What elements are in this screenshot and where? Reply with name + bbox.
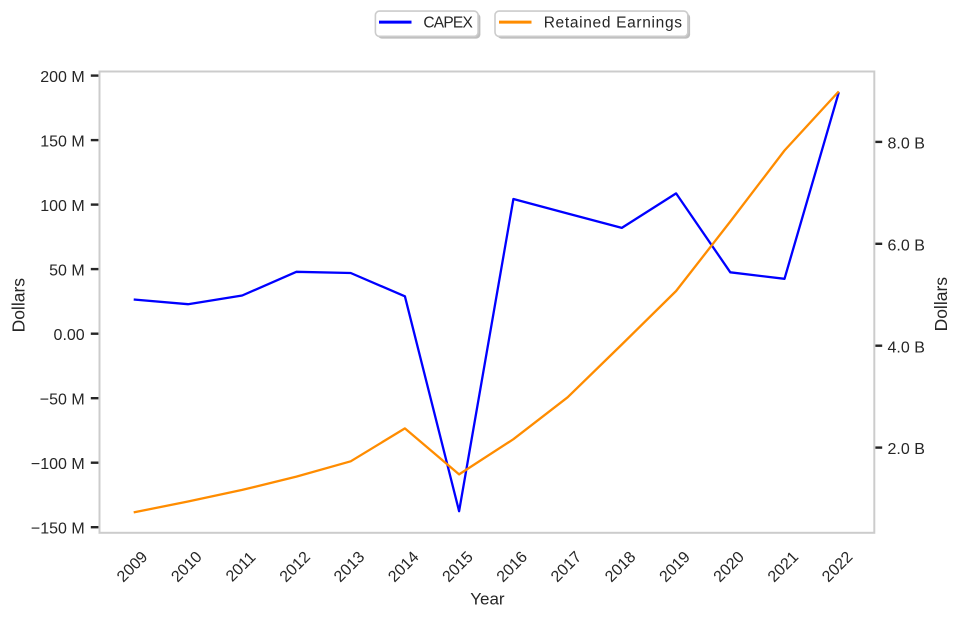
svg-text:Retained Earnings: Retained Earnings — [544, 15, 683, 32]
svg-text:100 M: 100 M — [40, 198, 84, 215]
svg-text:150 M: 150 M — [40, 134, 84, 151]
svg-text:50 M: 50 M — [49, 263, 85, 280]
svg-text:2010: 2010 — [168, 549, 205, 586]
svg-text:2014: 2014 — [385, 549, 422, 586]
svg-text:2012: 2012 — [277, 549, 314, 586]
svg-text:−100 M: −100 M — [31, 456, 85, 473]
svg-text:2009: 2009 — [114, 549, 151, 586]
svg-text:2013: 2013 — [331, 549, 368, 586]
svg-text:2021: 2021 — [765, 549, 802, 586]
svg-text:−50 M: −50 M — [40, 392, 85, 409]
svg-text:2011: 2011 — [223, 549, 259, 585]
svg-text:2018: 2018 — [602, 549, 639, 586]
svg-text:4.0 B: 4.0 B — [888, 339, 925, 356]
svg-text:0.00: 0.00 — [54, 327, 85, 344]
svg-text:200 M: 200 M — [40, 69, 84, 86]
svg-text:2015: 2015 — [440, 549, 477, 586]
svg-text:2020: 2020 — [711, 549, 748, 586]
svg-text:CAPEX: CAPEX — [423, 15, 473, 32]
svg-text:Dollars: Dollars — [931, 277, 951, 332]
svg-text:Year: Year — [470, 590, 505, 609]
svg-text:2016: 2016 — [494, 549, 531, 586]
svg-text:6.0 B: 6.0 B — [888, 237, 925, 254]
svg-text:8.0 B: 8.0 B — [888, 136, 925, 153]
svg-text:2022: 2022 — [819, 549, 856, 586]
svg-text:2017: 2017 — [548, 549, 585, 586]
svg-text:2019: 2019 — [657, 549, 694, 586]
svg-text:Dollars: Dollars — [9, 278, 29, 333]
svg-text:−150 M: −150 M — [31, 521, 85, 538]
svg-text:2.0 B: 2.0 B — [888, 441, 925, 458]
